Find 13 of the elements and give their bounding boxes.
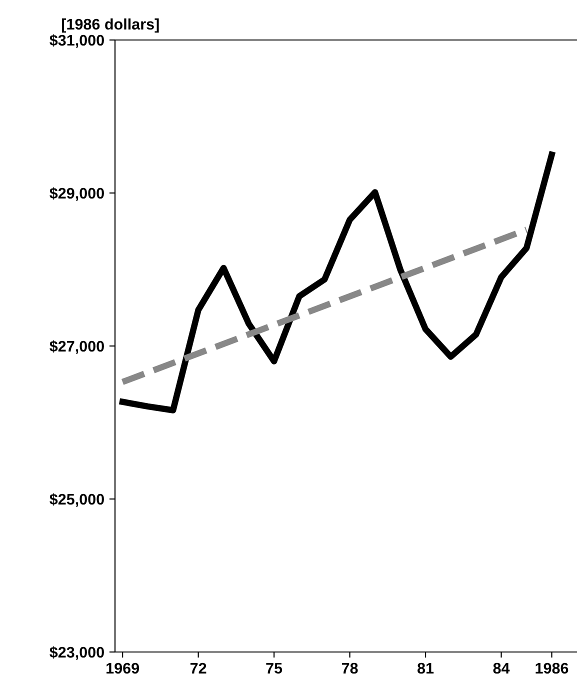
y-tick-label: $27,000 [50,340,104,354]
x-tick-label: 81 [418,662,434,674]
y-axis-title: [1986 dollars] [62,18,159,33]
x-tick-label: 1969 [106,662,139,674]
x-tick-label: 72 [190,662,206,674]
y-tick-label: $23,000 [50,646,104,660]
x-tick-label: 84 [493,662,510,674]
x-tick-label: 78 [342,662,358,674]
y-tick-label: $29,000 [50,187,104,201]
x-tick-label: 1986 [536,662,568,674]
y-tick-label: $25,000 [50,493,104,507]
y-tick-label: $31,000 [50,34,104,48]
x-tick-label: 75 [266,662,282,674]
